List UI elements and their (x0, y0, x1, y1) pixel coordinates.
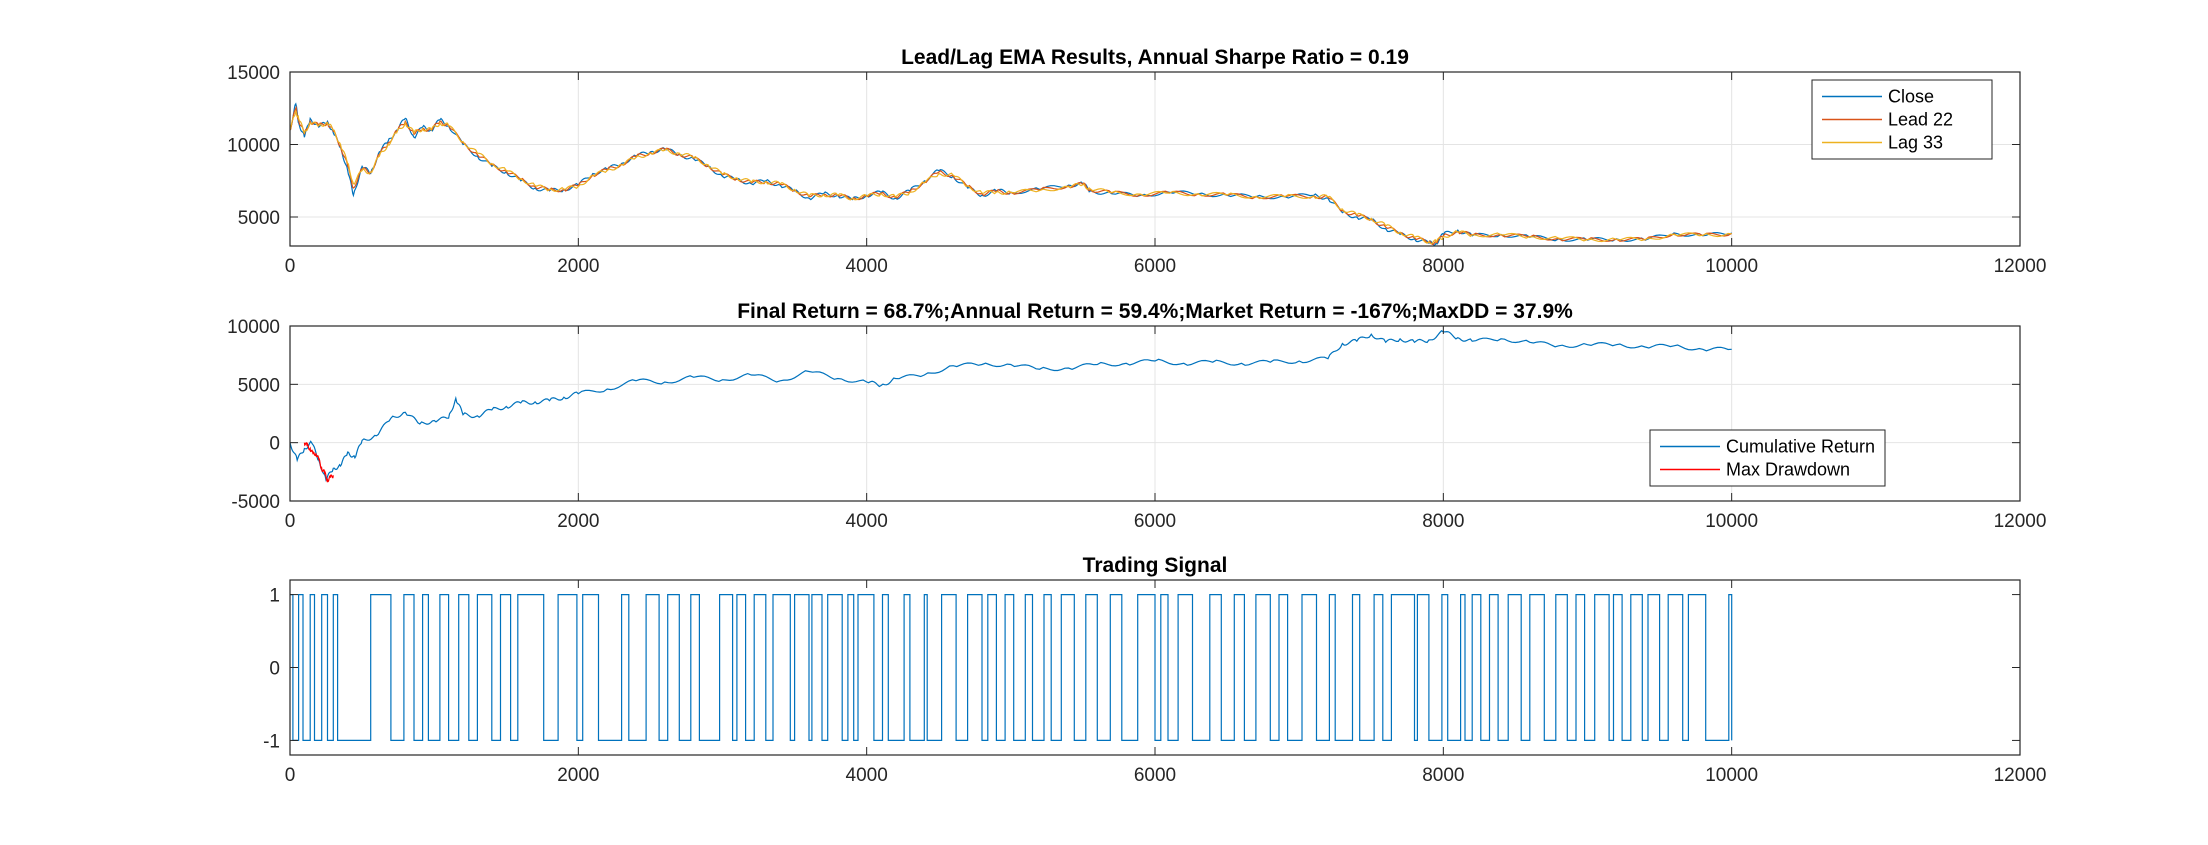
legend-entry-label: Lag 33 (1888, 133, 1943, 153)
x-tick-label: 0 (285, 511, 296, 532)
x-tick-label: 6000 (1134, 511, 1176, 532)
x-tick-label: 0 (285, 765, 296, 786)
x-tick-label: 4000 (846, 765, 888, 786)
x-tick-label: 12000 (1994, 765, 2047, 786)
legend-entry-label: Close (1888, 87, 1934, 107)
series-group (290, 330, 1732, 483)
x-tick-label: 6000 (1134, 765, 1176, 786)
legend: Cumulative Return Max Drawdown (1649, 429, 1886, 487)
series-line-max-drawdown (303, 441, 334, 483)
legend-entry-label: Lead 22 (1888, 110, 1953, 130)
subplot-1: 0 2000 4000 6000 8000 10000 12000 5000 10000 1500… (227, 46, 2046, 277)
y-tick-label: -5000 (231, 492, 280, 513)
series-group (290, 594, 1733, 741)
legend-entry-label: Cumulative Return (1726, 437, 1875, 457)
x-tick-label: 10000 (1705, 765, 1758, 786)
legend: Close Lead 22 Lag 33 (1811, 79, 1993, 160)
legend-box (1649, 429, 1886, 487)
x-tick-label: 12000 (1994, 256, 2047, 277)
chart-title: Lead/Lag EMA Results, Annual Sharpe Rati… (901, 46, 1409, 69)
y-tick-label: 5000 (238, 208, 280, 229)
series-line-close (290, 102, 1733, 246)
x-tick-label: 2000 (557, 765, 599, 786)
chart-title: Trading Signal (1083, 554, 1228, 577)
legend-entry-label: Max Drawdown (1726, 460, 1850, 480)
series-line-lag-33 (290, 109, 1732, 245)
x-tick-label: 8000 (1422, 256, 1464, 277)
x-tick-label: 4000 (846, 256, 888, 277)
x-tick-label: 8000 (1422, 765, 1464, 786)
x-tick-label: 4000 (846, 511, 888, 532)
y-tick-label: 5000 (238, 375, 280, 396)
y-tick-label: 15000 (227, 63, 280, 84)
x-tick-label: 2000 (557, 511, 599, 532)
y-tick-label: -1 (263, 731, 280, 752)
x-tick-label: 6000 (1134, 256, 1176, 277)
y-tick-label: 10000 (227, 136, 280, 157)
x-tick-label: 8000 (1422, 511, 1464, 532)
subplot-2: 0 2000 4000 6000 8000 10000 12000-500005000100… (227, 300, 2046, 532)
series-line-signal (290, 594, 1733, 741)
y-tick-label: 10000 (227, 317, 280, 338)
chart-title: Final Return = 68.7%;Annual Return = 59.… (737, 300, 1573, 323)
x-tick-label: 12000 (1994, 511, 2047, 532)
y-tick-label: 0 (269, 434, 280, 455)
x-tick-label: 10000 (1705, 256, 1758, 277)
x-tick-label: 10000 (1705, 511, 1758, 532)
series-line-cumulative-return (290, 330, 1732, 482)
y-tick-label: 1 (269, 586, 280, 607)
y-tick-label: 0 (269, 659, 280, 680)
x-tick-label: 0 (285, 256, 296, 277)
x-tick-label: 2000 (557, 256, 599, 277)
series-group (290, 102, 1733, 246)
